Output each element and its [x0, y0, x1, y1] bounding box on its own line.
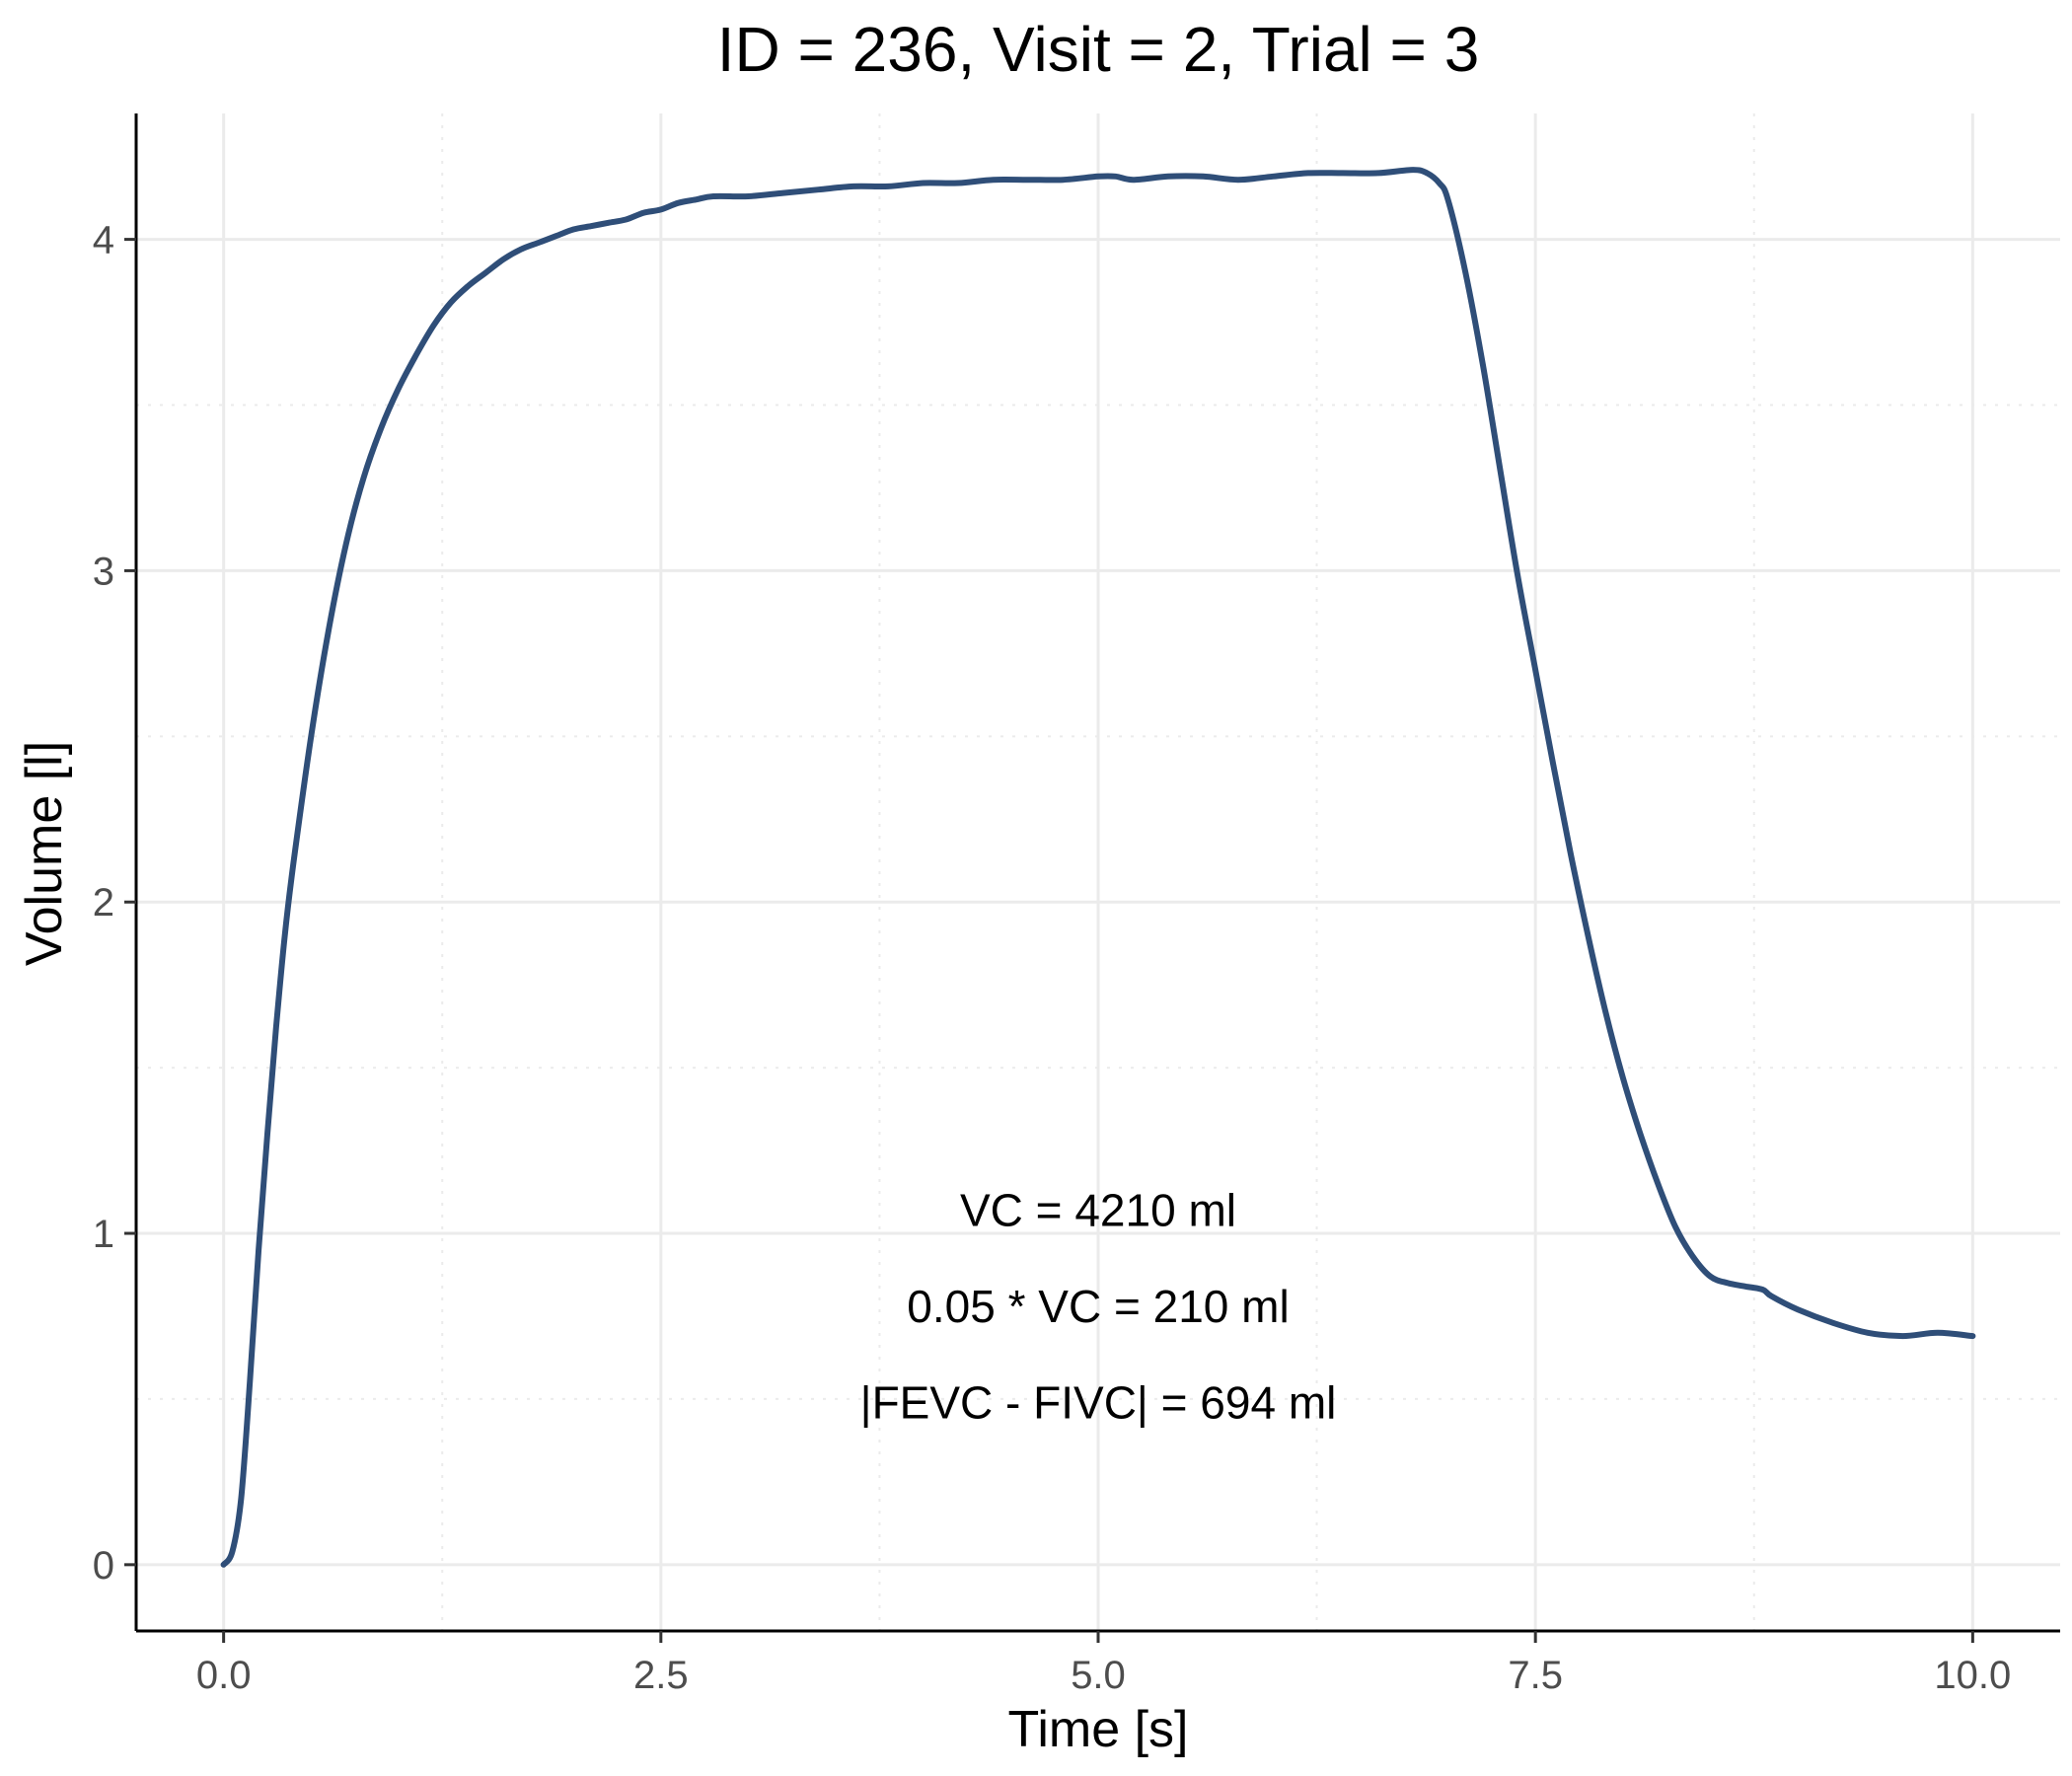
y-axis-title: Volume [l]	[16, 741, 73, 966]
annotation-label: VC = 4210 ml	[960, 1185, 1236, 1236]
y-tick-label: 3	[93, 550, 114, 593]
x-axis-title: Time [s]	[1008, 1701, 1189, 1758]
x-tick-label: 0.0	[196, 1654, 252, 1697]
x-tick-label: 7.5	[1508, 1654, 1563, 1697]
y-axis-ticks: 0 1 2 3 4	[93, 219, 136, 1588]
series-line-volume	[220, 167, 1976, 1568]
annotation-label: |FEVC - FIVC| = 694 ml	[860, 1376, 1337, 1428]
grid-major	[136, 113, 2060, 1631]
y-tick-label: 4	[93, 219, 114, 262]
x-tick-label: 2.5	[633, 1654, 689, 1697]
y-tick-label: 0	[93, 1544, 114, 1588]
y-tick-label: 1	[93, 1213, 114, 1256]
y-tick-label: 2	[93, 881, 114, 925]
x-tick-label: 5.0	[1071, 1654, 1126, 1697]
plot-panel: VC = 4210 ml 0.05 * VC = 210 ml |FEVC - FI…	[136, 113, 2060, 1631]
annotation-label: 0.05 * VC = 210 ml	[907, 1281, 1289, 1332]
chart-title: ID = 236, Visit = 2, Trial = 3	[717, 14, 1480, 85]
x-axis-ticks: 0.0 2.5 5.0 7.5 10.0	[196, 1631, 2011, 1697]
x-tick-label: 10.0	[1934, 1654, 2011, 1697]
annotations: VC = 4210 ml 0.05 * VC = 210 ml |FEVC - FI…	[860, 1185, 1337, 1429]
